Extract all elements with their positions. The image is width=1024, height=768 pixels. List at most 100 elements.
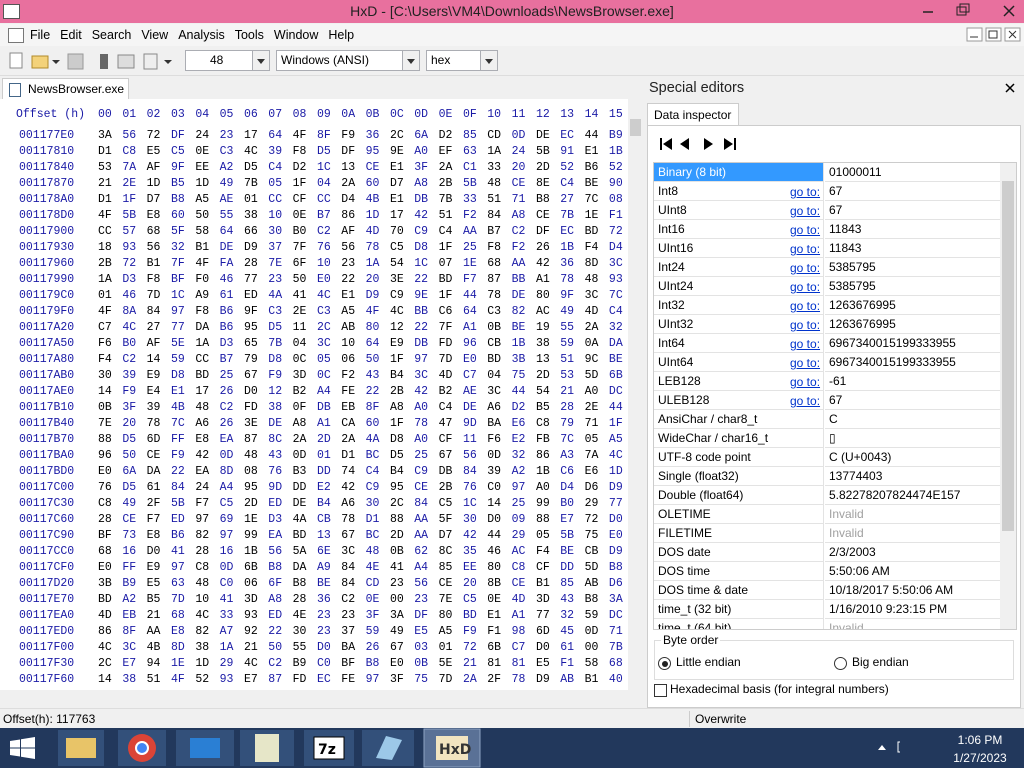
hex-byte[interactable]: A0 — [414, 401, 429, 414]
hex-byte[interactable]: 6F — [292, 257, 307, 270]
hex-byte[interactable]: BE — [584, 177, 599, 190]
hex-byte[interactable]: BD — [292, 529, 307, 542]
hex-byte[interactable]: F4 — [584, 241, 599, 254]
hex-byte[interactable]: 95 — [243, 481, 258, 494]
hex-byte[interactable]: 43 — [560, 593, 575, 606]
hex-byte[interactable]: 82 — [195, 625, 210, 638]
hex-byte[interactable]: E1 — [170, 385, 185, 398]
hex-byte[interactable]: A4 — [316, 385, 331, 398]
hex-byte[interactable]: 3B — [511, 353, 526, 366]
hex-byte[interactable]: D6 — [584, 481, 599, 494]
menu-item[interactable]: Tools — [234, 28, 264, 42]
hex-byte[interactable]: 94 — [146, 657, 161, 670]
hex-byte[interactable]: 50 — [292, 273, 307, 286]
hex-byte[interactable]: 21 — [462, 657, 477, 670]
hex-byte[interactable]: 3C — [414, 369, 429, 382]
hex-byte[interactable]: 5F — [170, 225, 185, 238]
hex-byte[interactable]: D0 — [608, 513, 623, 526]
hex-byte[interactable]: 1F — [389, 417, 404, 430]
hex-byte[interactable]: 26 — [365, 641, 380, 654]
hex-byte[interactable]: 08 — [243, 465, 258, 478]
hex-byte[interactable]: 97 — [170, 305, 185, 318]
hex-byte[interactable]: 8D — [170, 641, 185, 654]
hex-byte[interactable]: B0 — [560, 497, 575, 510]
hex-byte[interactable]: 4A — [268, 289, 283, 302]
hex-byte[interactable]: 2B — [438, 481, 453, 494]
hex-byte[interactable]: 7B — [268, 337, 283, 350]
hex-byte[interactable]: 84 — [414, 497, 429, 510]
goto-link[interactable]: go to: — [790, 299, 821, 313]
hex-byte[interactable]: 06 — [243, 577, 258, 590]
hex-byte[interactable]: 4D — [584, 305, 599, 318]
hex-byte[interactable]: C0 — [219, 577, 234, 590]
hex-byte[interactable]: CB — [584, 545, 599, 558]
hex-byte[interactable]: 2E — [292, 305, 307, 318]
hex-byte[interactable]: A4 — [414, 561, 429, 574]
hex-byte[interactable]: DA — [292, 561, 307, 574]
inspector-label[interactable]: UInt64 — [654, 353, 824, 372]
hex-byte[interactable]: 52 — [195, 673, 210, 686]
scroll-thumb[interactable] — [630, 119, 641, 136]
hex-byte[interactable]: CD — [365, 577, 380, 590]
hex-byte[interactable]: C4 — [608, 305, 623, 318]
hex-byte[interactable]: 51 — [560, 353, 575, 366]
hex-byte[interactable]: E8 — [146, 529, 161, 542]
hex-byte[interactable]: B1 — [146, 257, 161, 270]
hex-byte[interactable]: 75 — [511, 369, 526, 382]
hex-byte[interactable]: 5B — [462, 177, 477, 190]
hex-byte[interactable]: D5 — [316, 145, 331, 158]
hex-byte[interactable]: 59 — [584, 609, 599, 622]
hex-byte[interactable]: FD — [243, 401, 258, 414]
hex-byte[interactable]: 75 — [584, 529, 599, 542]
hex-byte[interactable]: 5A — [292, 545, 307, 558]
goto-link[interactable]: go to: — [790, 318, 821, 332]
hex-byte[interactable]: 69 — [219, 513, 234, 526]
hex-byte[interactable]: F7 — [146, 513, 161, 526]
hex-byte[interactable]: 7A — [122, 161, 137, 174]
menu-item[interactable]: File — [30, 28, 51, 42]
hex-byte[interactable]: 8E — [535, 177, 550, 190]
hex-byte[interactable]: 9D — [268, 481, 283, 494]
inspector-label[interactable]: Single (float32) — [654, 467, 824, 486]
navigation-buttons[interactable] — [658, 136, 748, 152]
hex-byte[interactable]: A1 — [316, 417, 331, 430]
hex-byte[interactable]: 3B — [98, 577, 112, 590]
hex-byte[interactable]: C2 — [268, 657, 283, 670]
hex-byte[interactable]: D8 — [170, 369, 185, 382]
hex-byte[interactable]: F6 — [98, 337, 112, 350]
hex-byte[interactable]: 6A — [122, 465, 137, 478]
hex-byte[interactable]: 3D — [535, 593, 550, 606]
hex-byte[interactable]: 1D — [146, 177, 161, 190]
hex-byte[interactable]: F7 — [462, 273, 477, 286]
inspector-label[interactable]: WideChar / char16_t — [654, 429, 824, 448]
hex-byte[interactable]: 80 — [487, 561, 502, 574]
hex-byte[interactable]: 25 — [511, 497, 526, 510]
inspector-scroll-thumb[interactable] — [1002, 181, 1014, 531]
hex-byte[interactable]: ED — [170, 513, 185, 526]
hex-byte[interactable]: 84 — [146, 305, 161, 318]
hex-byte[interactable]: 64 — [462, 305, 477, 318]
hex-byte[interactable]: A1 — [511, 609, 526, 622]
hex-byte[interactable]: 52 — [560, 161, 575, 174]
hex-byte[interactable]: 75 — [414, 673, 429, 686]
hex-byte[interactable]: 44 — [462, 289, 477, 302]
hex-byte[interactable]: 10 — [268, 209, 283, 222]
hex-byte[interactable]: 3A — [389, 609, 404, 622]
inspector-tab[interactable]: Data inspector — [647, 103, 739, 126]
hex-byte[interactable]: E2 — [316, 481, 331, 494]
hex-byte[interactable]: 4C — [243, 657, 258, 670]
hex-byte[interactable]: A6 — [487, 401, 502, 414]
hex-byte[interactable]: D0 — [146, 545, 161, 558]
hex-byte[interactable]: 60 — [170, 209, 185, 222]
hex-byte[interactable]: E1 — [487, 609, 502, 622]
hex-byte[interactable]: C2 — [219, 401, 234, 414]
hex-byte[interactable]: 39 — [146, 401, 161, 414]
hex-byte[interactable]: F8 — [146, 273, 161, 286]
hex-byte[interactable]: 81 — [487, 657, 502, 670]
hex-byte[interactable]: BF — [98, 529, 112, 542]
hex-byte[interactable]: D7 — [438, 529, 453, 542]
hex-byte[interactable]: D9 — [365, 289, 380, 302]
inspector-value[interactable]: Invalid — [825, 524, 1000, 543]
hex-byte[interactable]: 8B — [487, 577, 502, 590]
hex-byte[interactable]: 3C — [608, 257, 623, 270]
